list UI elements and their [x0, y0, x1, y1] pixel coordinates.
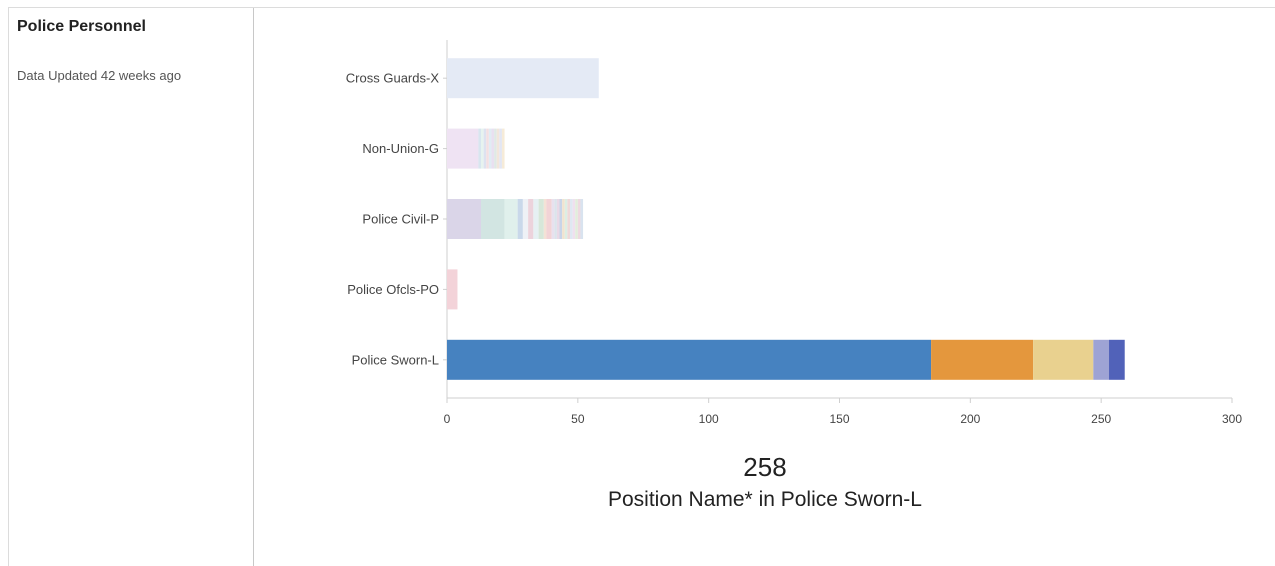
category-label: Police Sworn-L [352, 352, 439, 367]
bar-segment [1033, 339, 1094, 380]
flyout-label: Position Name* in Police Sworn-L [608, 488, 922, 511]
data-updated-text: Data Updated 42 weeks ago [17, 68, 182, 83]
bar-segment [564, 199, 568, 239]
bar-segment [554, 199, 557, 239]
bar-segment [551, 199, 555, 239]
bar-segment [580, 199, 584, 239]
x-tick-label: 100 [699, 412, 719, 426]
bar-segment [447, 58, 599, 99]
page-title: Police Personnel [17, 18, 146, 35]
x-tick-label: 0 [444, 412, 451, 426]
bar-segment [447, 199, 482, 239]
bar-segment [528, 199, 534, 239]
bar-segment [577, 199, 581, 239]
stacked-bar-chart: 0 50 100 150 200 250 300 Cross Guards-X Non-Unio… [346, 40, 1242, 426]
sidebar [9, 8, 254, 566]
bar-segment [517, 199, 523, 239]
x-tick-label: 150 [829, 412, 849, 426]
x-tick-label: 50 [571, 412, 585, 426]
bar-segment [488, 128, 492, 169]
bar-segment [447, 339, 932, 380]
bar-segment [543, 199, 547, 239]
bar-segment [569, 199, 573, 239]
bar-segment [447, 128, 479, 169]
bar-segment [504, 199, 518, 239]
x-tick-label: 250 [1091, 412, 1111, 426]
panel-border-top [8, 7, 1275, 8]
bar-segment [447, 269, 458, 310]
bar-segment [501, 128, 505, 169]
category-label: Cross Guards-X [346, 71, 440, 86]
x-tick-label: 300 [1222, 412, 1242, 426]
x-tick-label: 200 [960, 412, 980, 426]
bar-segment [546, 199, 552, 239]
category-label: Non-Union-G [362, 141, 439, 156]
bar-segment [931, 339, 1034, 380]
bar-segment [572, 199, 576, 239]
bar-segment [494, 128, 497, 169]
bar-segment [533, 199, 539, 239]
category-label: Police Ofcls-PO [347, 282, 439, 297]
bar-segment [559, 199, 563, 239]
bar-segment [478, 128, 482, 169]
bar-segment [556, 199, 560, 239]
bar-segment [481, 199, 505, 239]
bar-segment [522, 199, 529, 239]
bar-segment [491, 128, 495, 169]
bar-segment [1109, 339, 1125, 380]
bar-segment [483, 128, 487, 169]
chart-area: 0 50 100 150 200 250 300 Cross Guards-X Non-Unio… [255, 8, 1275, 566]
category-label: Police Civil-P [362, 212, 439, 227]
bar-segment [567, 199, 570, 239]
bar-segment [1093, 339, 1110, 380]
bar-segment [562, 199, 565, 239]
bar-segment [486, 128, 489, 169]
bar-segment [481, 128, 484, 169]
bar-segment [499, 128, 502, 169]
panel-border-left [8, 7, 9, 566]
bar-segment [538, 199, 544, 239]
bar-segment [575, 199, 578, 239]
flyout-value: 258 [743, 452, 787, 482]
bar-segment [496, 128, 500, 169]
